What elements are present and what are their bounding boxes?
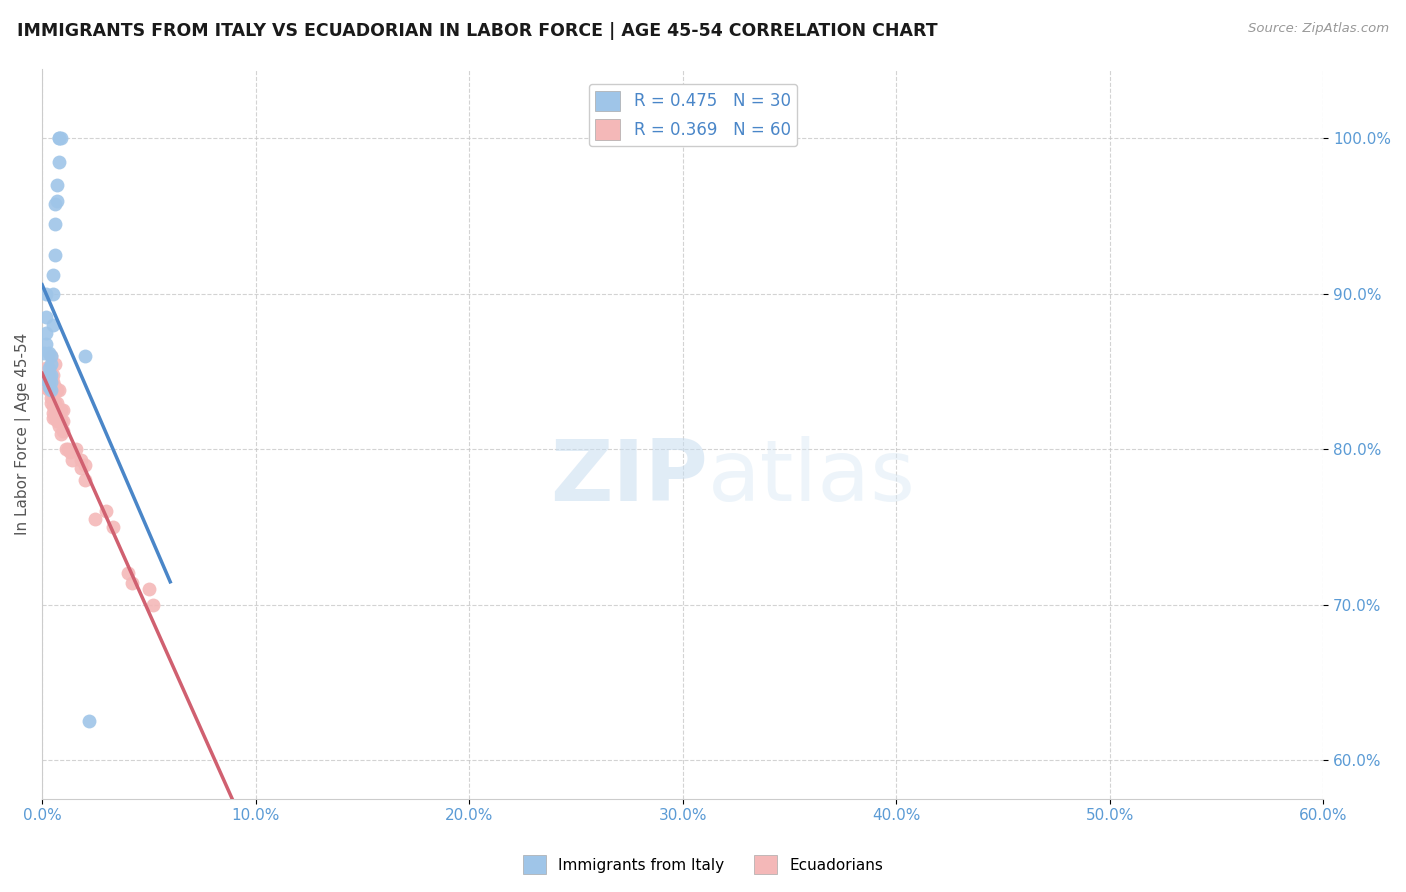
Point [39, 395, 62, 409]
Point [48, 411, 70, 425]
Point [35, 286, 58, 301]
Point [35, 326, 58, 340]
Point [48, 131, 70, 145]
Point [38, 372, 60, 386]
Point [32, 346, 55, 360]
Point [59, 445, 82, 459]
Point [39, 383, 62, 397]
Point [32, 368, 55, 382]
Point [35, 361, 58, 376]
Point [38, 380, 60, 394]
Point [39, 391, 62, 405]
Legend: R = 0.475   N = 30, R = 0.369   N = 60: R = 0.475 N = 30, R = 0.369 N = 60 [589, 84, 797, 146]
Point [46, 383, 69, 397]
Point [39, 368, 62, 382]
Point [39, 349, 62, 363]
Point [44, 248, 66, 262]
Point [101, 520, 124, 534]
Point [142, 598, 165, 612]
Point [46, 395, 69, 409]
Point [42, 286, 65, 301]
Point [38, 380, 60, 394]
Point [38, 368, 60, 382]
Point [32, 380, 55, 394]
Point [96, 504, 118, 518]
Point [42, 268, 65, 282]
Point [52, 424, 75, 438]
Point [39, 349, 62, 363]
Point [48, 418, 70, 433]
Point [77, 714, 100, 728]
Y-axis label: In Labor Force | Age 45-54: In Labor Force | Age 45-54 [15, 333, 31, 535]
Point [38, 383, 60, 397]
Point [35, 376, 58, 390]
Legend: Immigrants from Italy, Ecuadorians: Immigrants from Italy, Ecuadorians [516, 849, 890, 880]
Point [51, 414, 73, 428]
Point [42, 368, 65, 382]
Point [38, 376, 60, 390]
Point [44, 357, 66, 371]
Text: ZIP: ZIP [551, 436, 709, 519]
Point [46, 178, 69, 192]
Point [39, 357, 62, 371]
Point [117, 566, 139, 581]
Point [51, 403, 73, 417]
Point [52, 414, 75, 428]
Point [46, 194, 69, 208]
Point [42, 399, 65, 413]
Point [48, 403, 70, 417]
Point [48, 383, 70, 397]
Point [44, 411, 66, 425]
Point [44, 395, 66, 409]
Point [42, 376, 65, 390]
Text: IMMIGRANTS FROM ITALY VS ECUADORIAN IN LABOR FORCE | AGE 45-54 CORRELATION CHART: IMMIGRANTS FROM ITALY VS ECUADORIAN IN L… [17, 22, 938, 40]
Point [46, 414, 69, 428]
Point [73, 473, 96, 487]
Point [46, 403, 69, 417]
Point [42, 318, 65, 332]
Point [42, 391, 65, 405]
Point [51, 131, 73, 145]
Point [39, 383, 62, 397]
Point [69, 453, 91, 467]
Text: atlas: atlas [709, 436, 917, 519]
Point [35, 310, 58, 325]
Point [44, 217, 66, 231]
Point [138, 582, 160, 596]
Point [35, 368, 58, 382]
Point [32, 376, 55, 390]
Point [38, 346, 60, 360]
Point [69, 460, 91, 475]
Point [44, 380, 66, 394]
Point [48, 131, 70, 145]
Point [55, 442, 77, 457]
Point [39, 376, 62, 390]
Point [52, 403, 75, 417]
Point [84, 512, 107, 526]
Point [56, 442, 79, 457]
Point [39, 376, 62, 390]
Point [73, 349, 96, 363]
Text: Source: ZipAtlas.com: Source: ZipAtlas.com [1249, 22, 1389, 36]
Point [42, 411, 65, 425]
Point [35, 336, 58, 351]
Point [44, 196, 66, 211]
Point [60, 453, 83, 467]
Point [38, 361, 60, 376]
Point [51, 426, 73, 441]
Point [65, 442, 87, 457]
Point [73, 458, 96, 472]
Point [44, 406, 66, 420]
Point [32, 372, 55, 386]
Point [38, 368, 60, 382]
Point [35, 380, 58, 394]
Point [35, 372, 58, 386]
Point [38, 376, 60, 390]
Point [39, 372, 62, 386]
Point [121, 575, 143, 590]
Point [42, 406, 65, 420]
Point [48, 154, 70, 169]
